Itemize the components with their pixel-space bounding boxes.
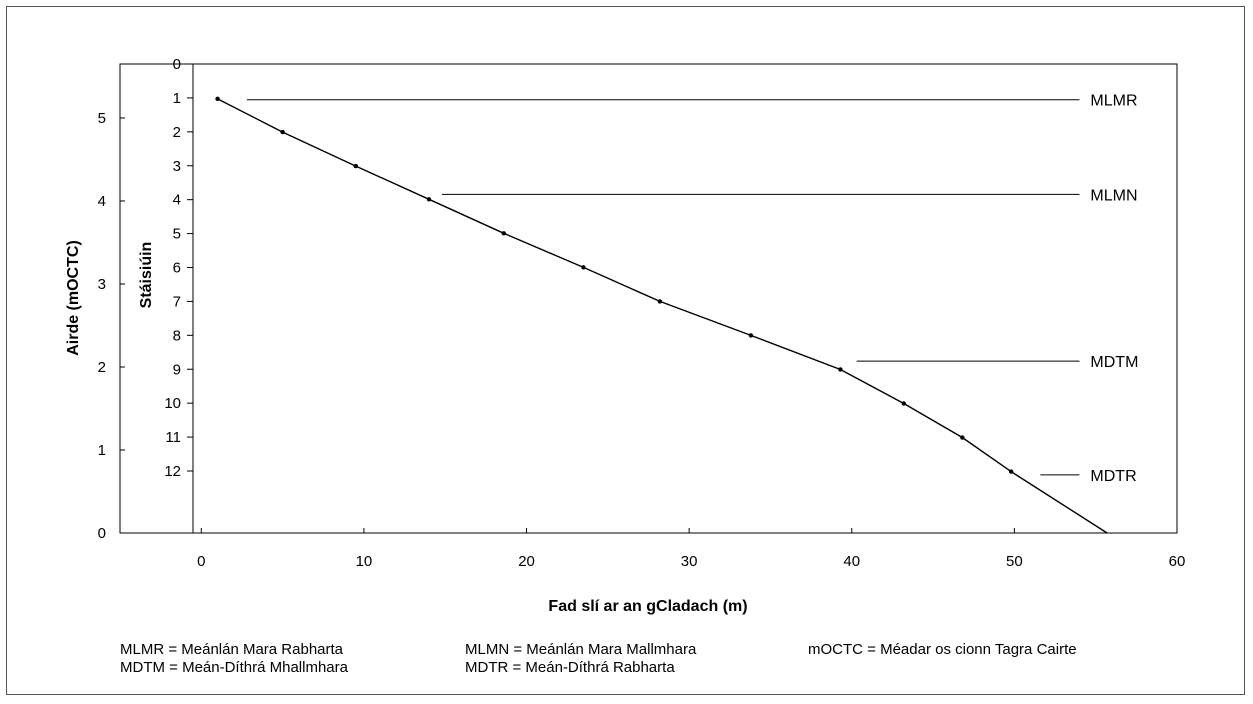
station-tick-label: 4 [173, 192, 181, 209]
station-tick-label: 2 [173, 124, 181, 141]
station-tick-label: 11 [165, 429, 181, 446]
level-label-mlmn: MLMN [1090, 187, 1137, 204]
x-tick-label: 60 [1169, 553, 1186, 570]
station-point [1008, 469, 1014, 474]
station-tick-label: 0 [173, 56, 181, 73]
x-tick-label: 10 [356, 553, 373, 570]
tide-levels: MLMR MLMN MDTM MDTR [246, 93, 1138, 485]
y-axis: 0 1 2 3 4 5 [98, 110, 125, 542]
station-points [215, 96, 1014, 474]
station-tick-label: 10 [164, 395, 181, 412]
station-point [657, 299, 663, 304]
x-tick-label: 30 [681, 553, 698, 570]
legend-item: MDTM = Meán-Díthrá Mhallmhara [120, 659, 348, 676]
legend-item: MDTR = Meán-Díthrá Rabharta [465, 659, 675, 676]
station-point [426, 197, 432, 202]
y-tick-label: 5 [98, 110, 106, 127]
station-point [960, 435, 965, 440]
station-point [748, 333, 754, 338]
legend-item: MLMN = Meánlán Mara Mallmhara [465, 641, 697, 658]
legend-item: MLMR = Meánlán Mara Rabharta [120, 641, 344, 658]
station-point [838, 367, 843, 372]
y-axis-title: Airde (mOCTC) [65, 240, 82, 356]
profile-line [217, 98, 1108, 534]
x-tick-label: 50 [1006, 553, 1023, 570]
legend-col-2: MLMN = Meánlán Mara Mallmhara MDTR = Meá… [465, 641, 696, 677]
station-point [215, 96, 220, 102]
station-point [581, 265, 586, 270]
y-tick-label: 4 [98, 193, 106, 210]
x-tick-label: 40 [843, 553, 860, 570]
y-tick-label: 3 [98, 276, 106, 293]
chart-frame [6, 6, 1245, 695]
station-tick-label: 9 [173, 361, 181, 378]
y-tick-label: 2 [98, 359, 106, 376]
station-point [901, 401, 907, 406]
station-point [501, 231, 506, 236]
station-tick-label: 8 [173, 327, 181, 344]
station-tick-label: 6 [173, 260, 181, 277]
y-tick-label: 0 [98, 525, 106, 542]
y-tick-label: 1 [98, 442, 106, 459]
station-tick-label: 12 [164, 463, 181, 480]
station-tick-label: 7 [173, 293, 181, 310]
legend-col-1: MLMR = Meánlán Mara Rabharta MDTM = Meán… [120, 641, 348, 677]
station-point [353, 163, 358, 169]
station-point [280, 129, 285, 135]
level-label-mdtm: MDTM [1090, 354, 1138, 371]
level-label-mlmr: MLMR [1090, 93, 1137, 110]
x-tick-label: 20 [518, 553, 535, 570]
station-tick-label: 5 [173, 226, 181, 243]
level-label-mdtr: MDTR [1090, 468, 1136, 485]
station-tick-label: 1 [173, 90, 181, 107]
x-tick-label: 0 [197, 553, 205, 570]
station-axis-title: Stáisiúin [138, 242, 155, 309]
x-axis-title: Fad slí ar an gCladach (m) [548, 598, 747, 615]
station-tick-label: 3 [173, 158, 181, 175]
x-axis: 0 10 20 30 40 50 60 [197, 528, 1185, 570]
legend-col-3: mOCTC = Méadar os cionn Tagra Cairte [808, 641, 1077, 659]
plot-area [119, 63, 1178, 534]
legend-item: mOCTC = Méadar os cionn Tagra Cairte [808, 641, 1077, 658]
